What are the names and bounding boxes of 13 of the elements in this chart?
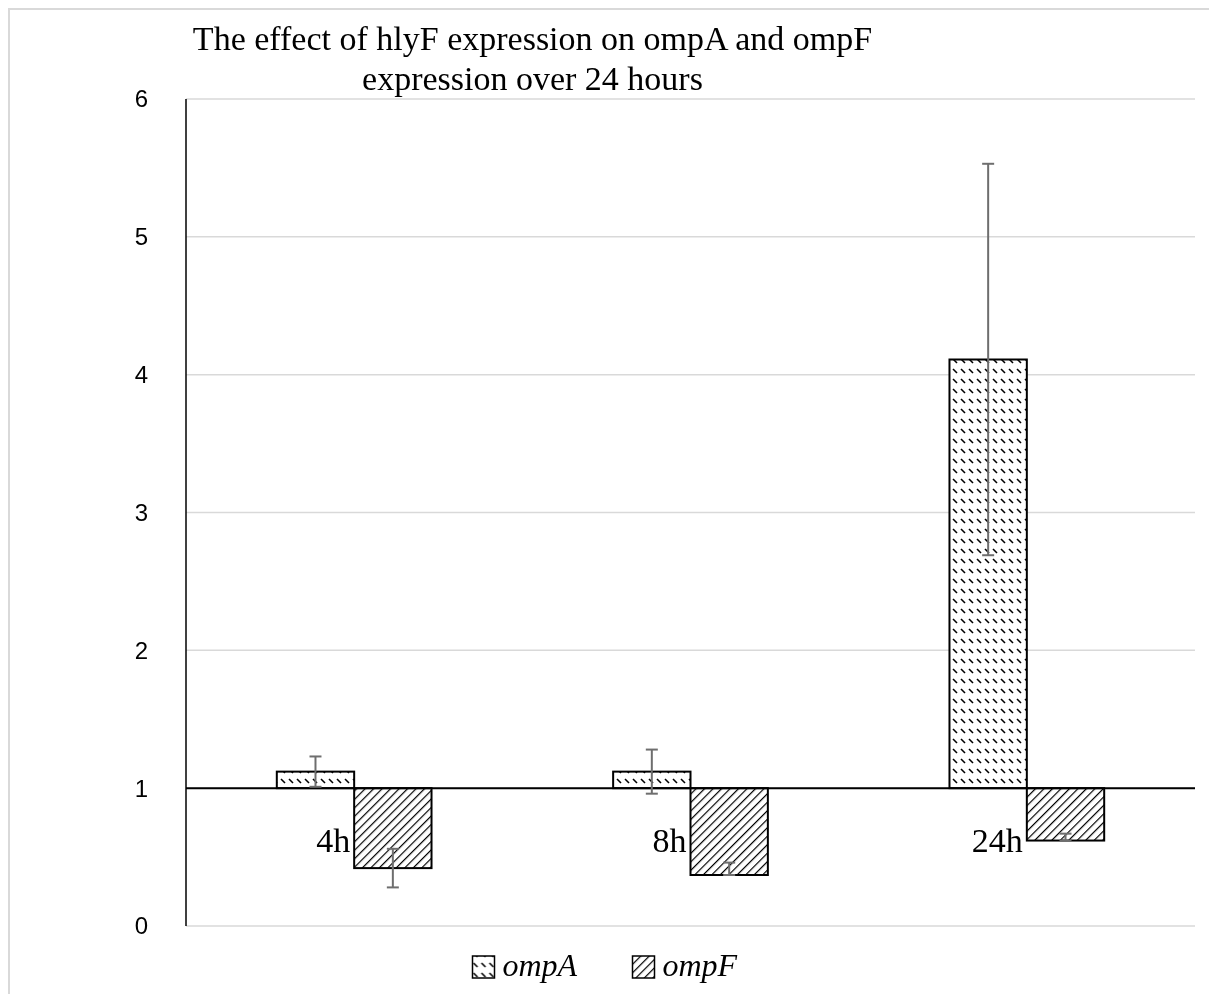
legend-label: ompA (502, 947, 578, 983)
x-tick-label: 8h (652, 822, 687, 860)
y-tick-label: 5 (134, 223, 148, 251)
y-tick-label: 4 (134, 361, 148, 389)
legend-label: ompF (662, 947, 738, 983)
x-tick-label: 24h (971, 822, 1023, 860)
y-tick-label: 0 (134, 912, 148, 940)
chart-title: The effect of hlyF expression on ompA and ompF expression over 24 hours (192, 20, 873, 97)
y-tick-label: 6 (134, 85, 148, 113)
y-tick-label: 1 (134, 774, 148, 802)
x-tick-label: 4h (316, 822, 351, 860)
y-tick-label: 3 (134, 498, 148, 526)
y-tick-label: 2 (134, 636, 148, 664)
